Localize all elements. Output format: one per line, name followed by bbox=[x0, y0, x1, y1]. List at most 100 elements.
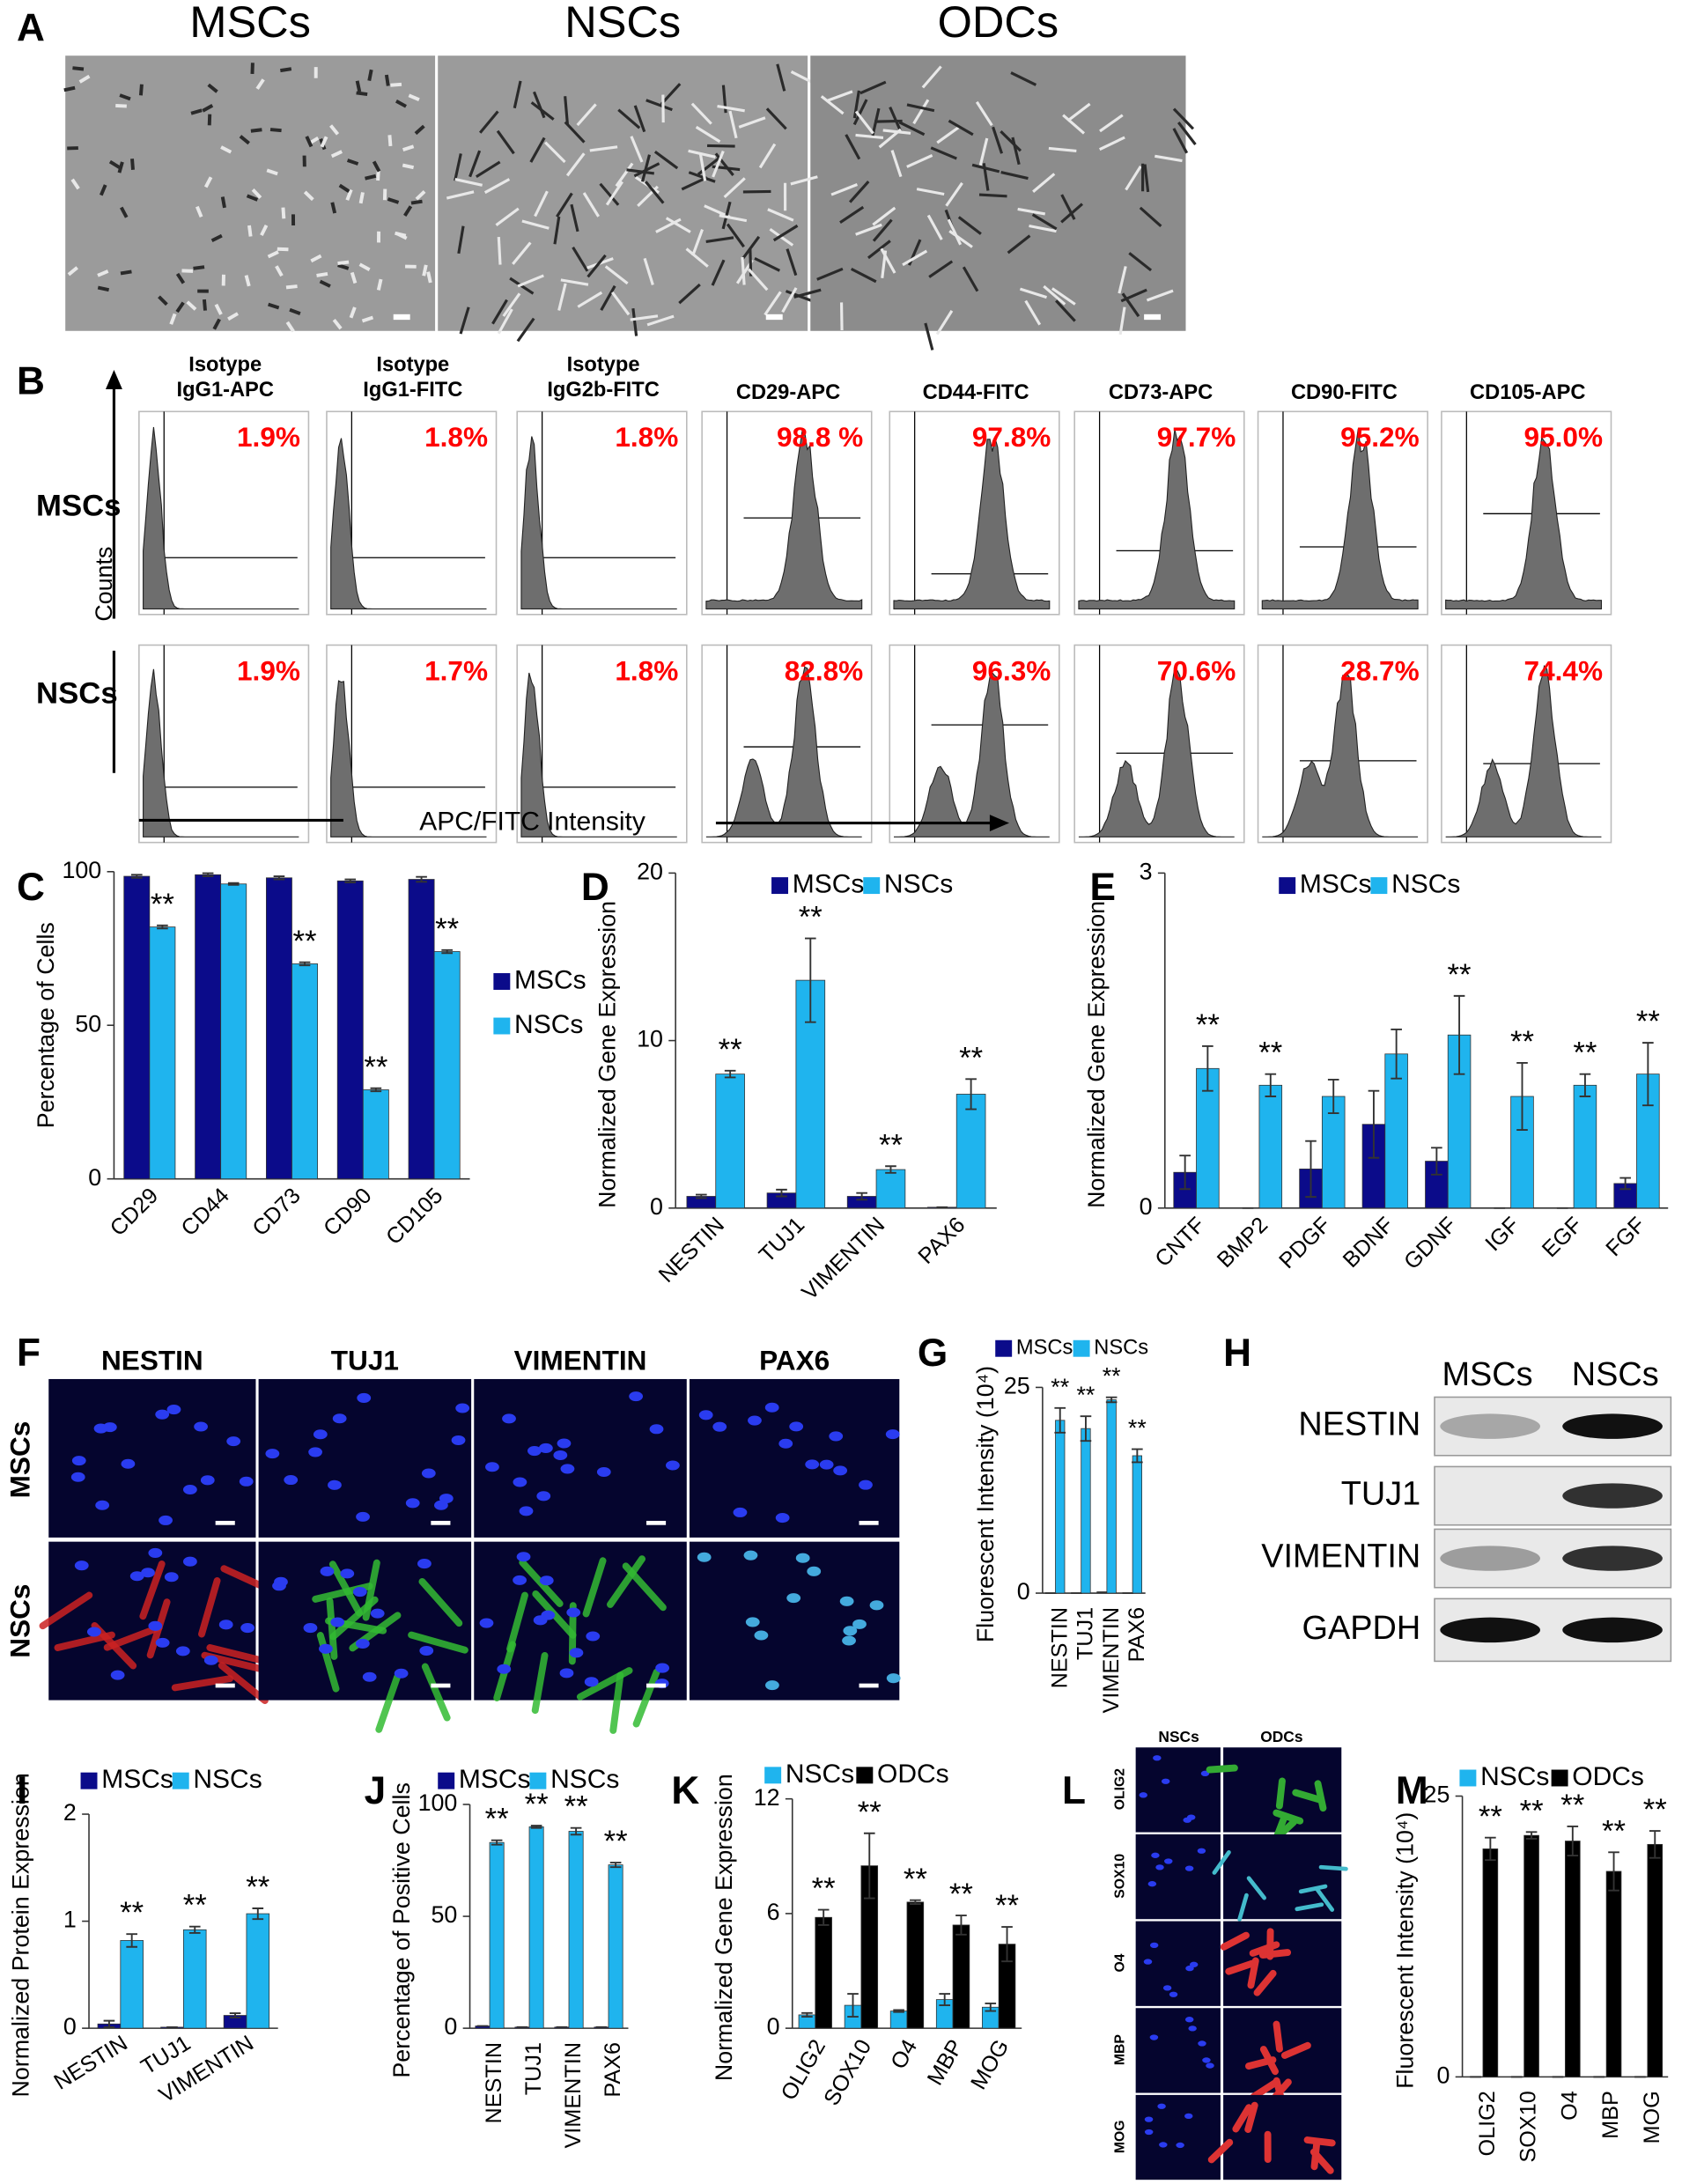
cell bbox=[553, 216, 561, 245]
cell bbox=[384, 74, 390, 86]
x-tick-label: SOX10 bbox=[1516, 2091, 1541, 2162]
cell bbox=[855, 133, 884, 139]
nucleus bbox=[239, 1476, 254, 1487]
nucleus bbox=[842, 1635, 856, 1646]
x-tick-label: EGF bbox=[1538, 1213, 1588, 1263]
cell bbox=[586, 254, 607, 278]
scale-bar bbox=[215, 1520, 235, 1525]
legend-label: NSCs bbox=[1480, 1762, 1549, 1791]
cell bbox=[1275, 1777, 1286, 1810]
column-header: CD105-APC bbox=[1470, 381, 1585, 404]
cell bbox=[320, 136, 328, 148]
y-tick-label: 50 bbox=[431, 1901, 457, 1928]
cell bbox=[604, 265, 629, 285]
cell bbox=[1315, 1887, 1335, 1912]
percentage: 1.8% bbox=[615, 654, 678, 686]
x-tick-label: GDNF bbox=[1399, 1213, 1461, 1274]
cell bbox=[218, 1662, 269, 1705]
bar bbox=[195, 874, 222, 1180]
cell bbox=[790, 175, 818, 186]
error-bar bbox=[1179, 1155, 1191, 1191]
cell bbox=[665, 217, 691, 233]
cell bbox=[830, 183, 859, 196]
nucleus bbox=[1186, 1814, 1196, 1820]
cell bbox=[220, 145, 232, 154]
cell bbox=[1309, 2148, 1334, 2174]
cell bbox=[935, 310, 954, 336]
nucleus bbox=[786, 1593, 801, 1604]
y-tick-label: 25 bbox=[1424, 1782, 1450, 1808]
y-tick-label: 2 bbox=[63, 1799, 77, 1826]
nucleus bbox=[1206, 2062, 1214, 2069]
bar bbox=[123, 875, 151, 1180]
cell bbox=[1273, 2020, 1283, 2053]
bar bbox=[955, 1094, 986, 1209]
cell bbox=[210, 233, 223, 243]
nucleus bbox=[356, 1511, 370, 1522]
nucleus bbox=[370, 1608, 385, 1619]
bar bbox=[875, 1169, 906, 1209]
nucleus bbox=[497, 1664, 512, 1674]
cell bbox=[924, 322, 934, 350]
cell bbox=[721, 201, 732, 230]
x-tick-label: BDNF bbox=[1339, 1213, 1398, 1273]
nucleus bbox=[182, 1484, 197, 1495]
nucleus bbox=[513, 1477, 527, 1487]
cell bbox=[1250, 2079, 1279, 2100]
band bbox=[1562, 1413, 1663, 1439]
significance: ** bbox=[858, 1796, 882, 1829]
nucleus bbox=[629, 1391, 644, 1402]
cell bbox=[408, 93, 420, 102]
legend-label: NSCs bbox=[786, 1760, 854, 1789]
x-tick-label: TUJ1 bbox=[1073, 1607, 1098, 1660]
bar bbox=[1565, 1841, 1581, 2077]
bar bbox=[1106, 1399, 1117, 1594]
cell bbox=[78, 74, 91, 84]
cell bbox=[617, 108, 641, 129]
nucleus bbox=[110, 1670, 125, 1680]
cell bbox=[459, 306, 470, 335]
cell bbox=[338, 183, 350, 193]
cell bbox=[269, 128, 282, 133]
error-bar bbox=[1579, 1073, 1591, 1097]
nucleus bbox=[148, 1620, 163, 1631]
legend-label: MSCs bbox=[1016, 1336, 1073, 1359]
cell bbox=[115, 103, 127, 108]
error-bar bbox=[965, 1078, 977, 1110]
nucleus bbox=[1139, 1792, 1147, 1798]
image-title: NSCs bbox=[564, 0, 681, 47]
cell bbox=[1010, 71, 1037, 86]
percentage: 1.9% bbox=[237, 654, 300, 686]
cell bbox=[1000, 130, 1022, 152]
y-tick-label: 100 bbox=[62, 857, 101, 883]
row-label: MBP bbox=[1112, 2034, 1127, 2065]
error-bar bbox=[103, 2019, 115, 2028]
error-bar bbox=[299, 961, 311, 967]
panel-label: H bbox=[1223, 1332, 1251, 1375]
cell bbox=[854, 110, 874, 135]
cell bbox=[646, 314, 675, 327]
bar bbox=[608, 1864, 623, 2029]
nucleus bbox=[405, 1498, 420, 1509]
nucleus bbox=[284, 1475, 299, 1486]
histogram bbox=[893, 438, 1051, 610]
cell bbox=[169, 313, 177, 325]
cell bbox=[890, 150, 903, 178]
cell bbox=[695, 125, 721, 144]
cell bbox=[454, 153, 462, 181]
cell bbox=[544, 141, 566, 164]
nucleus bbox=[566, 1607, 581, 1618]
cell bbox=[655, 218, 682, 233]
error-bar bbox=[227, 882, 240, 886]
cell bbox=[947, 218, 963, 246]
column-header: PAX6 bbox=[759, 1344, 830, 1376]
cell bbox=[839, 205, 865, 225]
significance: ** bbox=[604, 1825, 628, 1858]
cell bbox=[1032, 173, 1056, 193]
nucleus bbox=[885, 1429, 900, 1440]
column-header: Isotype bbox=[188, 353, 262, 376]
histogram bbox=[520, 672, 677, 837]
nucleus bbox=[485, 1462, 499, 1472]
nucleus bbox=[745, 1617, 760, 1627]
cell bbox=[190, 108, 203, 115]
